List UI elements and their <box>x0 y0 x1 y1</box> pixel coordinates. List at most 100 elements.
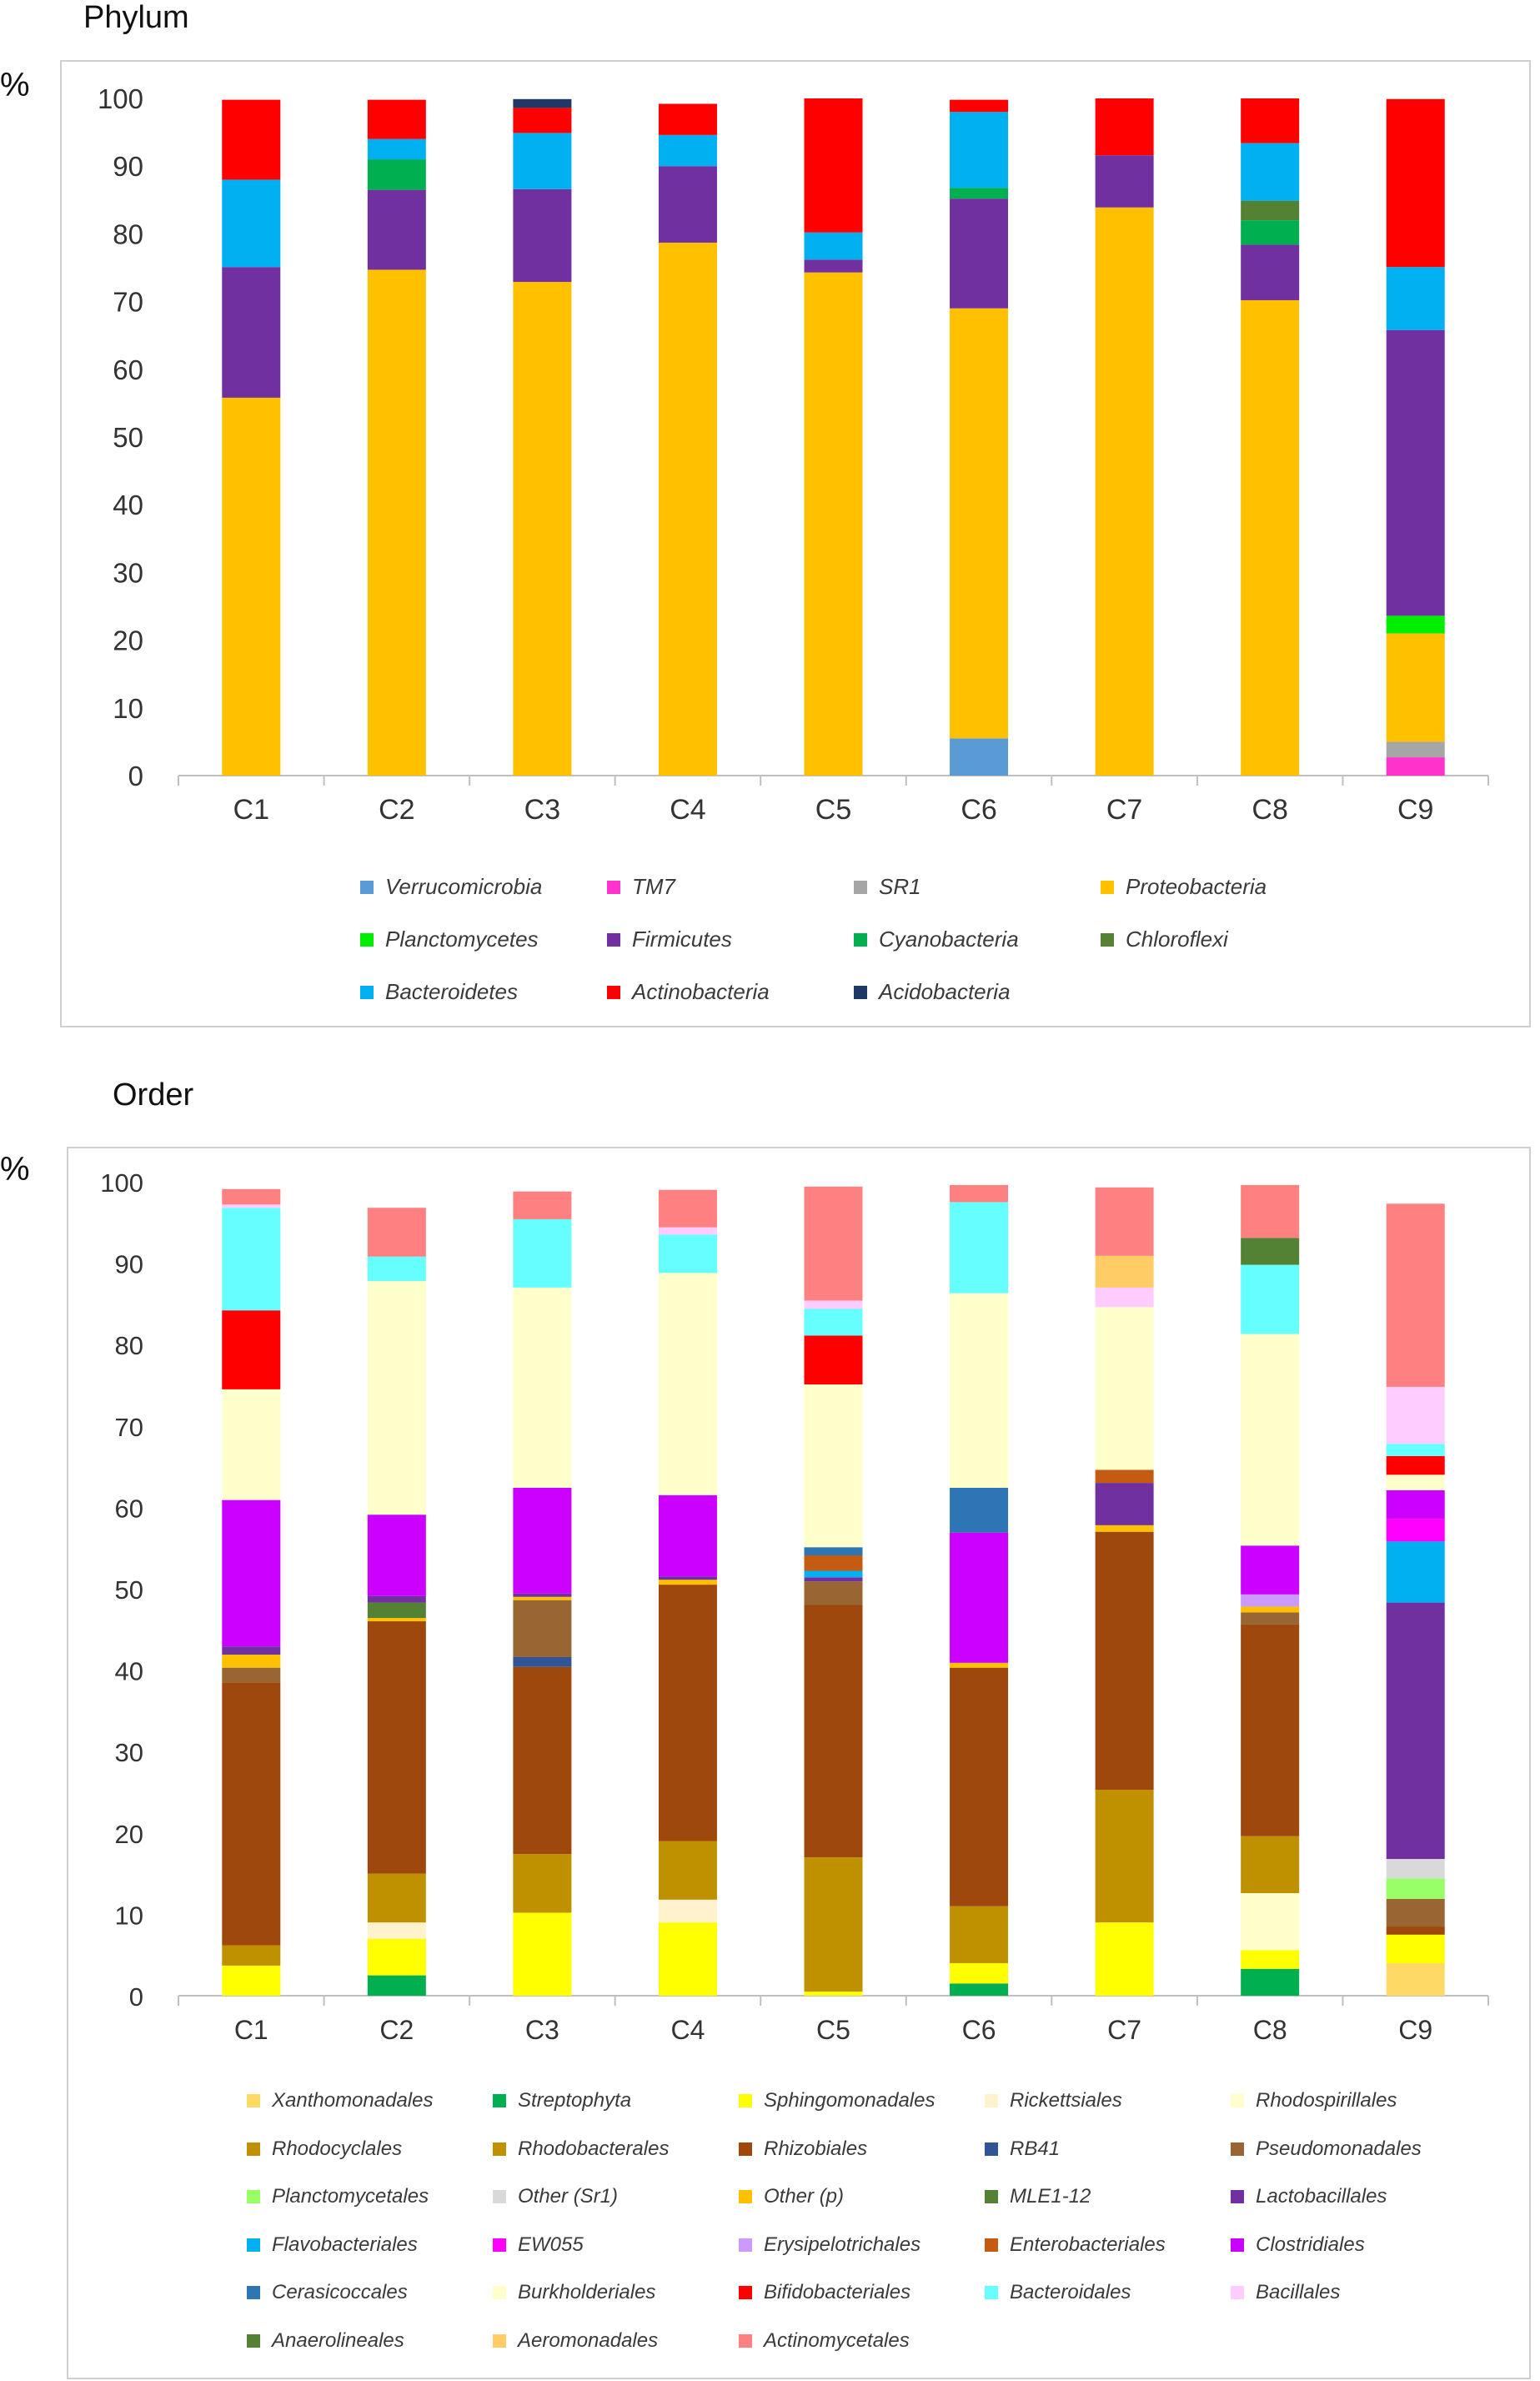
phylum-legend-item-verrucomicrobia: Verrucomicrobia <box>360 874 542 900</box>
order-bar-c5-pseudomonadales <box>804 1581 863 1605</box>
order-bar-c8-burkholderiales <box>1241 1334 1300 1546</box>
phylum-bar-c8-firmicutes <box>1241 244 1300 300</box>
order-legend-label: RB41 <box>1010 2137 1061 2160</box>
order-legend-label: Bifidobacteriales <box>764 2281 911 2303</box>
order-legend-swatch <box>739 2286 752 2299</box>
order-y-tick-label: 20 <box>115 1820 143 1849</box>
order-bar-c4-lactobacillales <box>658 1576 717 1580</box>
phylum-bar-c3-actinobacteria <box>513 108 572 133</box>
order-panel-title: Order <box>113 1077 194 1113</box>
phylum-bar-c2-firmicutes <box>367 189 426 270</box>
order-legend-item-clostridiales: Clostridiales <box>1231 2233 1365 2257</box>
order-legend-label: MLE1-12 <box>1010 2185 1091 2208</box>
order-legend-item-rhizobiales: Rhizobiales <box>739 2137 867 2161</box>
order-bar-c2-sphingomonadales <box>367 1938 426 1976</box>
order-bar-c5-burkholderiales <box>804 1384 863 1548</box>
order-bar-c2-clostridiales <box>367 1514 426 1596</box>
phylum-legend-label: Cyanobacteria <box>879 927 1019 952</box>
order-y-tick-label: 70 <box>115 1413 143 1442</box>
order-legend-swatch <box>739 2142 752 2156</box>
order-legend-swatch <box>247 2238 260 2252</box>
phylum-x-category-label: C9 <box>1397 794 1433 826</box>
order-bar-c4-other-p <box>658 1580 717 1585</box>
phylum-legend-swatch <box>1101 880 1114 894</box>
phylum-bar-c5-proteobacteria <box>804 272 863 776</box>
phylum-bar-c6-actinobacteria <box>950 99 1009 113</box>
phylum-bar-c1-bacteroidetes <box>222 179 281 268</box>
phylum-bar-c7-firmicutes <box>1095 155 1154 208</box>
phylum-bar-c6-bacteroidetes <box>950 112 1009 188</box>
order-legend-item-erysipelotrichales: Erysipelotrichales <box>739 2233 920 2257</box>
order-y-tick-label: 0 <box>129 1982 143 2012</box>
order-bar-c4-rhizobiales <box>658 1585 717 1841</box>
phylum-x-category-label: C6 <box>961 794 996 826</box>
order-legend-swatch <box>1231 2094 1244 2107</box>
order-legend-item-other-sr1: Other (Sr1) <box>493 2185 618 2208</box>
order-legend-swatch <box>1231 2190 1244 2203</box>
order-bar-c3-burkholderiales <box>513 1287 572 1488</box>
order-x-category-label: C6 <box>962 2015 996 2045</box>
order-bar-c3-lactobacillales <box>513 1593 572 1597</box>
order-legend-swatch <box>493 2190 506 2203</box>
order-x-category-label: C5 <box>816 2015 850 2045</box>
order-bar-c7-burkholderiales <box>1095 1307 1154 1470</box>
order-bar-c9-actinomycetales <box>1386 1203 1445 1387</box>
phylum-bar-c9-proteobacteria <box>1386 633 1445 742</box>
order-bar-c2-streptophyta <box>367 1975 426 1996</box>
order-bar-c8-other-p <box>1241 1606 1300 1613</box>
order-legend-label: EW055 <box>518 2233 584 2256</box>
order-bar-c7-bacillales <box>1095 1287 1154 1308</box>
order-bar-c4-rickettsiales <box>658 1899 717 1923</box>
phylum-bar-c9-sr1 <box>1386 741 1445 758</box>
order-bar-c1-sphingomonadales <box>222 1965 281 1996</box>
phylum-y-tick-label: 50 <box>113 422 143 453</box>
order-bar-c4-rhodobacterales <box>658 1841 717 1900</box>
phylum-y-tick-label: 10 <box>113 693 143 724</box>
order-legend-item-flavobacteriales: Flavobacteriales <box>247 2233 418 2257</box>
order-bar-c3-pseudomonadales <box>513 1600 572 1657</box>
order-bar-c6-sphingomonadales <box>950 1962 1009 1984</box>
order-legend-item-cerasicoccales: Cerasicoccales <box>247 2281 408 2304</box>
phylum-legend-swatch <box>854 932 867 947</box>
order-bar-c8-erysipelotrichales <box>1241 1594 1300 1607</box>
order-bar-c5-enterobacteriales <box>804 1555 863 1571</box>
order-bar-c6-streptophyta <box>950 1983 1009 1996</box>
order-legend-item-rhodobacterales: Rhodobacterales <box>493 2137 669 2161</box>
order-legend-swatch <box>985 2190 998 2203</box>
order-y-tick-label: 40 <box>115 1657 143 1686</box>
order-legend-item-rhodocyclales: Rhodocyclales <box>247 2137 402 2161</box>
order-legend-swatch <box>739 2238 752 2252</box>
order-legend-item-sphingomonadales: Sphingomonadales <box>739 2089 936 2112</box>
order-x-category-label: C2 <box>379 2015 414 2045</box>
order-legend-label: Rickettsiales <box>1010 2089 1122 2112</box>
phylum-y-tick-label: 100 <box>98 83 143 114</box>
order-legend-item-ew055: EW055 <box>493 2233 584 2257</box>
order-bar-c4-clostridiales <box>658 1494 717 1577</box>
order-bar-c2-rhizobiales <box>367 1621 426 1874</box>
order-bar-c1-burkholderiales <box>222 1389 281 1500</box>
order-legend-swatch <box>985 2094 998 2107</box>
phylum-bar-c9-tm7 <box>1386 757 1445 776</box>
phylum-x-category-label: C7 <box>1106 794 1142 826</box>
order-bar-c5-lactobacillales <box>804 1577 863 1582</box>
phylum-legend-swatch <box>1101 932 1114 947</box>
order-bar-c7-sphingomonadales <box>1095 1922 1154 1996</box>
order-bar-c7-actinomycetales <box>1095 1187 1154 1256</box>
order-bar-c9-pseudomonadales <box>1386 1898 1445 1927</box>
phylum-legend-label: Firmicutes <box>632 927 732 952</box>
order-legend-label: Bacillales <box>1256 2281 1341 2303</box>
order-bar-c6-rhodobacterales <box>950 1906 1009 1963</box>
order-bar-c8-sphingomonadales <box>1241 1950 1300 1969</box>
phylum-bar-c2-actinobacteria <box>367 99 426 139</box>
phylum-legend-label: Bacteroidetes <box>385 979 518 1004</box>
order-legend-item-mle1-12: MLE1-12 <box>985 2185 1091 2208</box>
order-bar-c4-bacillales <box>658 1227 717 1235</box>
order-bar-c9-flavobacteriales <box>1386 1541 1445 1603</box>
order-bar-c6-bacteroidales <box>950 1202 1009 1293</box>
order-legend-label: Other (p) <box>764 2185 845 2208</box>
phylum-bar-c4-actinobacteria <box>658 103 717 135</box>
order-bar-c8-actinomycetales <box>1241 1184 1300 1238</box>
order-bar-c5-rhizobiales <box>804 1605 863 1858</box>
order-bar-c7-rhodobacterales <box>1095 1790 1154 1923</box>
